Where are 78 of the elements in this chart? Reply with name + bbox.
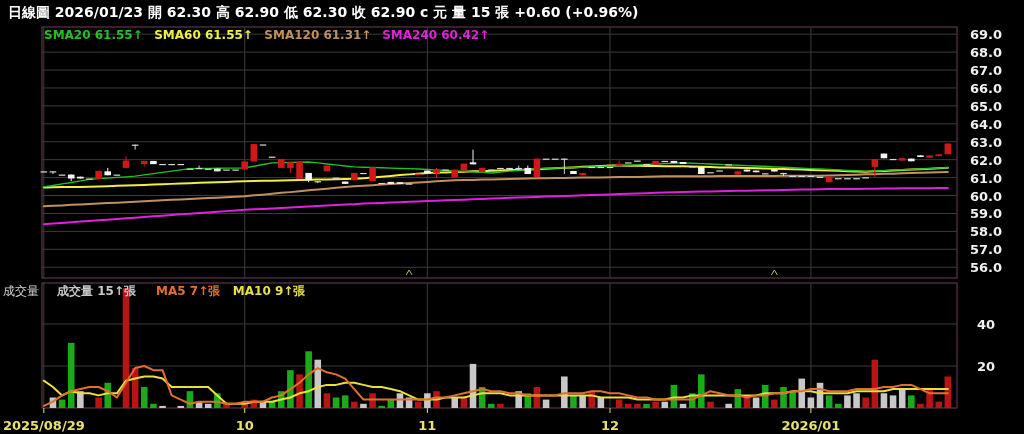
bar [570,395,577,408]
y-tick-label: 40 [976,316,996,332]
bar [825,395,833,408]
bar [159,405,166,408]
bar [661,401,669,408]
y-tick-label: 64.0 [969,116,1003,132]
candlestick [469,149,477,165]
bar [624,403,632,408]
y-tick-label: 61.0 [969,170,1003,186]
bar [360,403,367,408]
bar [889,395,897,408]
y-tick-label: 60.0 [969,188,1003,204]
line-series [42,171,949,208]
bar [698,374,705,408]
bar [579,395,586,408]
y-tick-label: 66.0 [969,80,1003,96]
bar [643,403,650,408]
bar [853,393,860,408]
candlestick [615,160,623,167]
x-tick-label: 10 [235,418,254,433]
bar [487,403,495,408]
bar [95,397,102,408]
bar [880,393,888,408]
bar [935,401,943,408]
x-tick-label: 11 [418,418,437,433]
bar [323,393,331,408]
bar [752,397,760,408]
bar [862,397,869,408]
y-tick-label: 69.0 [969,27,1003,43]
bar [351,401,358,408]
bar [378,405,385,408]
text: SMA20 61.55↑ [44,28,143,42]
y-tick-label: 65.0 [969,98,1003,114]
bar [835,403,842,408]
bar [67,342,75,408]
bar [652,401,659,408]
line-series [42,364,949,407]
y-tick-label: 57.0 [969,242,1003,258]
x-tick-label: 12 [600,418,620,433]
y-tick-label: 56.0 [969,260,1003,276]
bar [707,401,714,408]
text: SMA120 61.31↑ [264,28,372,42]
bar [497,403,504,408]
bar [807,397,815,408]
y-tick-label: 68.0 [969,45,1003,61]
bar [771,399,778,408]
bar [314,359,322,408]
x-tick-label: 2025/08/29 [2,418,85,433]
bar [451,397,459,408]
bar [908,395,915,408]
y-tick-label: 58.0 [969,224,1003,240]
bar [414,401,422,408]
bar [305,351,312,408]
bar [798,378,806,408]
bar [341,395,349,408]
x-tick-label: 2026/01 [781,418,841,433]
bar [844,395,851,408]
text: MA5 7↑張 [156,284,222,298]
text: MA10 9↑張 [232,284,307,298]
y-tick-label: 67.0 [969,63,1003,79]
y-tick-label: 59.0 [969,206,1003,222]
bar [725,403,732,408]
text: SMA240 60.42↑ [382,28,490,42]
chart-title: 成交量 [3,284,39,298]
bar [789,391,796,408]
y-tick-label: 62.0 [969,152,1003,168]
line-series [42,187,949,226]
bar [634,403,641,408]
y-tick-label: 20 [976,358,996,374]
chart-title: 日線圖 2026/01/23 開 62.30 高 62.90 低 62.30 收 62.90 c 元 量 15 張 +0.60 (+0.96%) [8,4,639,20]
bar [140,386,148,408]
bar [332,397,340,408]
bar [917,403,924,408]
bar [150,403,157,408]
y-tick-label: 63.0 [969,134,1003,150]
bar [780,386,787,408]
text: SMA60 61.55↑ [154,28,253,42]
line-series [42,375,949,405]
